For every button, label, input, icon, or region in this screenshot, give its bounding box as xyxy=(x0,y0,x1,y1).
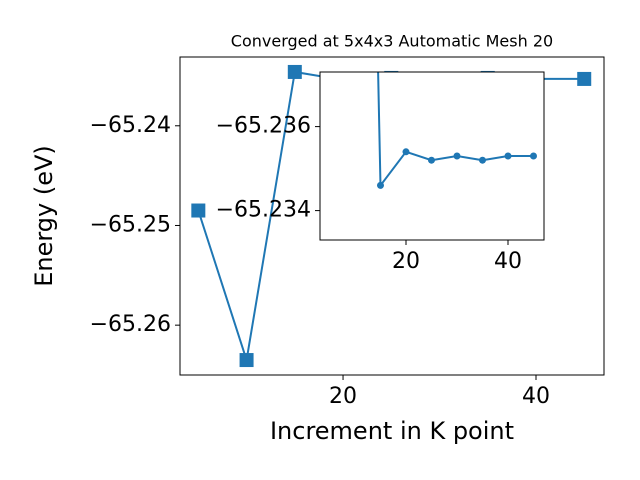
x-tick-label: 40 xyxy=(522,384,550,409)
x-tick-label: 20 xyxy=(392,249,420,274)
axes-frame xyxy=(179,56,605,376)
y-tick-label: −65.24 xyxy=(90,113,171,138)
inset-axes: 20 40 −65.236 −65.234 xyxy=(216,71,545,274)
data-point xyxy=(478,156,486,164)
axes-frame xyxy=(319,71,545,241)
data-point xyxy=(402,148,410,156)
data-point xyxy=(453,152,461,160)
y-tick-label: −65.25 xyxy=(90,212,171,237)
y-tick-label: −65.236 xyxy=(216,114,311,139)
data-point xyxy=(239,353,254,368)
data-point xyxy=(577,71,592,86)
data-point xyxy=(427,156,435,164)
x-axis-label: Increment in K point xyxy=(270,417,514,445)
data-point xyxy=(287,64,302,79)
y-tick-label: −65.234 xyxy=(216,198,311,223)
x-tick-label: 40 xyxy=(494,249,522,274)
y-tick-label: −65.26 xyxy=(90,312,171,337)
plot-area xyxy=(376,72,537,189)
data-point xyxy=(529,152,537,160)
data-point xyxy=(191,203,206,218)
chart-title: Converged at 5x4x3 Automatic Mesh 20 xyxy=(231,32,553,51)
data-point xyxy=(376,181,384,189)
data-point xyxy=(504,152,512,160)
y-axis-label: Energy (eV) xyxy=(30,145,58,287)
x-tick-label: 20 xyxy=(329,384,357,409)
